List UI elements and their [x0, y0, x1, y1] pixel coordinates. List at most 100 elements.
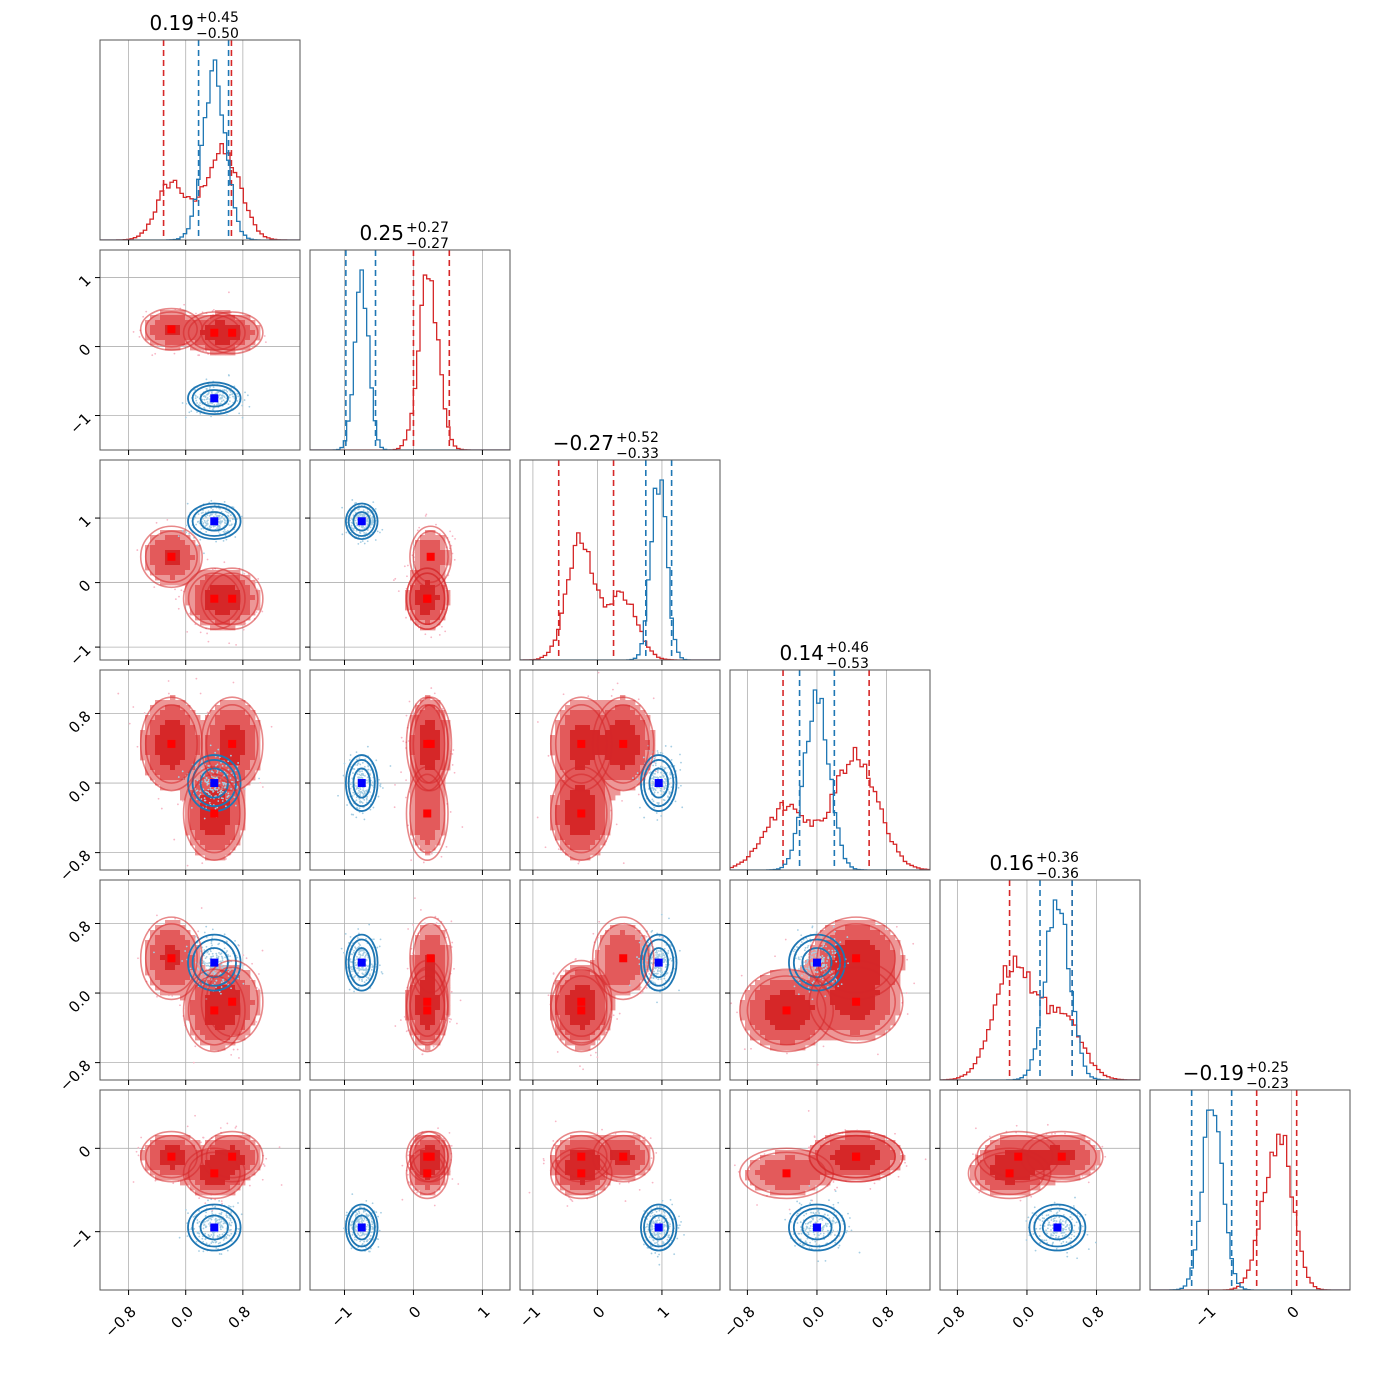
blue-sample-point: [243, 399, 246, 401]
blue-sample-point: [195, 399, 198, 402]
blue-sample-point: [200, 798, 203, 800]
red-density-cell: [195, 845, 201, 851]
red-density-cell: [605, 800, 611, 806]
red-density-cell: [420, 755, 426, 761]
blue-sample-point: [217, 791, 219, 794]
red-density-cell: [180, 770, 186, 776]
red-density-cell: [220, 570, 226, 576]
red-density-cell: [605, 795, 611, 801]
blue-mode-marker: [357, 779, 366, 788]
blue-sample-point: [659, 751, 662, 754]
red-sample-point: [177, 803, 179, 806]
red-density-cell: [175, 755, 181, 761]
blue-sample-point: [199, 538, 202, 541]
red-density-cell: [225, 605, 231, 611]
blue-sample-point: [221, 800, 224, 802]
red-density-cell: [185, 720, 191, 726]
red-density-cell: [245, 335, 251, 341]
red-density-cell: [165, 315, 171, 321]
red-density-cell: [430, 845, 436, 851]
red-density-cell: [410, 805, 416, 811]
red-density-cell: [560, 735, 566, 741]
title-plus: +0.45: [196, 10, 239, 26]
red-sample-point: [199, 631, 202, 634]
red-sample-point: [166, 518, 169, 521]
red-density-cell: [235, 580, 241, 586]
red-density-cell: [195, 610, 201, 616]
red-sample-point: [198, 354, 201, 357]
red-density-cell: [550, 810, 556, 816]
blue-sample-point: [223, 521, 226, 524]
red-density-cell: [430, 595, 436, 601]
red-density-cell: [230, 845, 236, 851]
blue-sample-point: [363, 527, 366, 530]
red-density-cell: [595, 775, 601, 781]
red-sample-point: [621, 799, 623, 802]
red-density-cell: [615, 760, 621, 766]
blue-sample-point: [240, 515, 243, 518]
red-density-cell: [195, 835, 201, 841]
red-density-cell: [235, 735, 241, 741]
red-density-cell: [155, 335, 161, 341]
red-density-cell: [565, 825, 571, 831]
red-density-cell: [185, 590, 191, 596]
red-density-cell: [425, 755, 431, 761]
red-density-cell: [425, 730, 431, 736]
red-density-cell: [195, 830, 201, 836]
red-density-cell: [165, 530, 171, 536]
red-density-cell: [180, 735, 186, 741]
red-density-cell: [575, 800, 581, 806]
red-density-cell: [420, 815, 426, 821]
red-density-cell: [210, 845, 216, 851]
red-density-cell: [600, 725, 606, 731]
blue-sample-point: [352, 791, 355, 794]
red-contour: [405, 696, 449, 792]
red-density-cell: [185, 945, 191, 951]
red-density-cell: [430, 600, 436, 606]
red-density-cell: [435, 725, 441, 731]
red-sample-point: [195, 677, 198, 680]
blue-sample-point: [226, 795, 229, 798]
red-density-cell: [425, 770, 431, 776]
red-density-cell: [240, 745, 246, 751]
red-density-cell: [210, 710, 216, 716]
red-density-cell: [440, 740, 446, 746]
diagonal-title: −0.27 +0.52−0.33: [553, 430, 659, 462]
red-density-cell: [160, 960, 166, 966]
red-density-cell: [435, 615, 441, 621]
blue-sample-point: [207, 392, 210, 395]
red-density-cell: [160, 990, 166, 996]
red-density-cell: [210, 720, 216, 726]
red-density-cell: [230, 775, 236, 781]
blue-sample-point: [362, 794, 365, 797]
red-density-cell: [430, 795, 436, 801]
red-density-cell: [195, 580, 201, 586]
blue-sample-point: [217, 504, 220, 507]
red-density-cell: [195, 810, 201, 816]
red-density-cell: [240, 755, 246, 761]
red-density-cell: [170, 535, 176, 541]
red-density-cell: [440, 605, 446, 611]
red-density-cell: [610, 775, 616, 781]
red-density-cell: [220, 735, 226, 741]
red-density-cell: [165, 725, 171, 731]
blue-sample-point: [229, 391, 232, 393]
red-density-cell: [425, 735, 431, 741]
red-density-cell: [255, 730, 261, 736]
red-density-cell: [190, 835, 196, 841]
blue-sample-point: [243, 788, 246, 790]
blue-sample-point: [670, 786, 673, 789]
red-density-cell: [440, 590, 446, 596]
red-density-cell: [240, 335, 246, 341]
red-density-cell: [575, 785, 581, 791]
red-density-cell: [630, 710, 636, 716]
blue-sample-point: [220, 510, 223, 513]
red-density-cell: [225, 585, 231, 591]
red-density-cell: [145, 765, 151, 771]
red-density-cell: [195, 590, 201, 596]
red-density-cell: [195, 770, 201, 776]
red-density-cell: [565, 785, 571, 791]
blue-sample-point: [236, 400, 239, 402]
red-density-cell: [210, 610, 216, 616]
red-density-cell: [245, 315, 251, 321]
